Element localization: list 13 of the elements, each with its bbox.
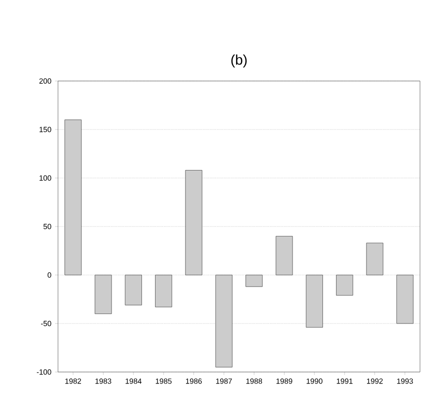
bar <box>366 242 384 276</box>
bar <box>155 274 172 308</box>
bar <box>336 274 354 296</box>
chart-title: (b) <box>231 54 247 68</box>
bar <box>246 274 263 287</box>
bar <box>276 236 293 276</box>
bar <box>306 274 323 328</box>
bar <box>94 274 112 314</box>
bar <box>215 274 232 368</box>
bar <box>396 274 414 324</box>
bar <box>124 274 142 306</box>
bar <box>185 170 202 276</box>
bar <box>64 120 82 276</box>
